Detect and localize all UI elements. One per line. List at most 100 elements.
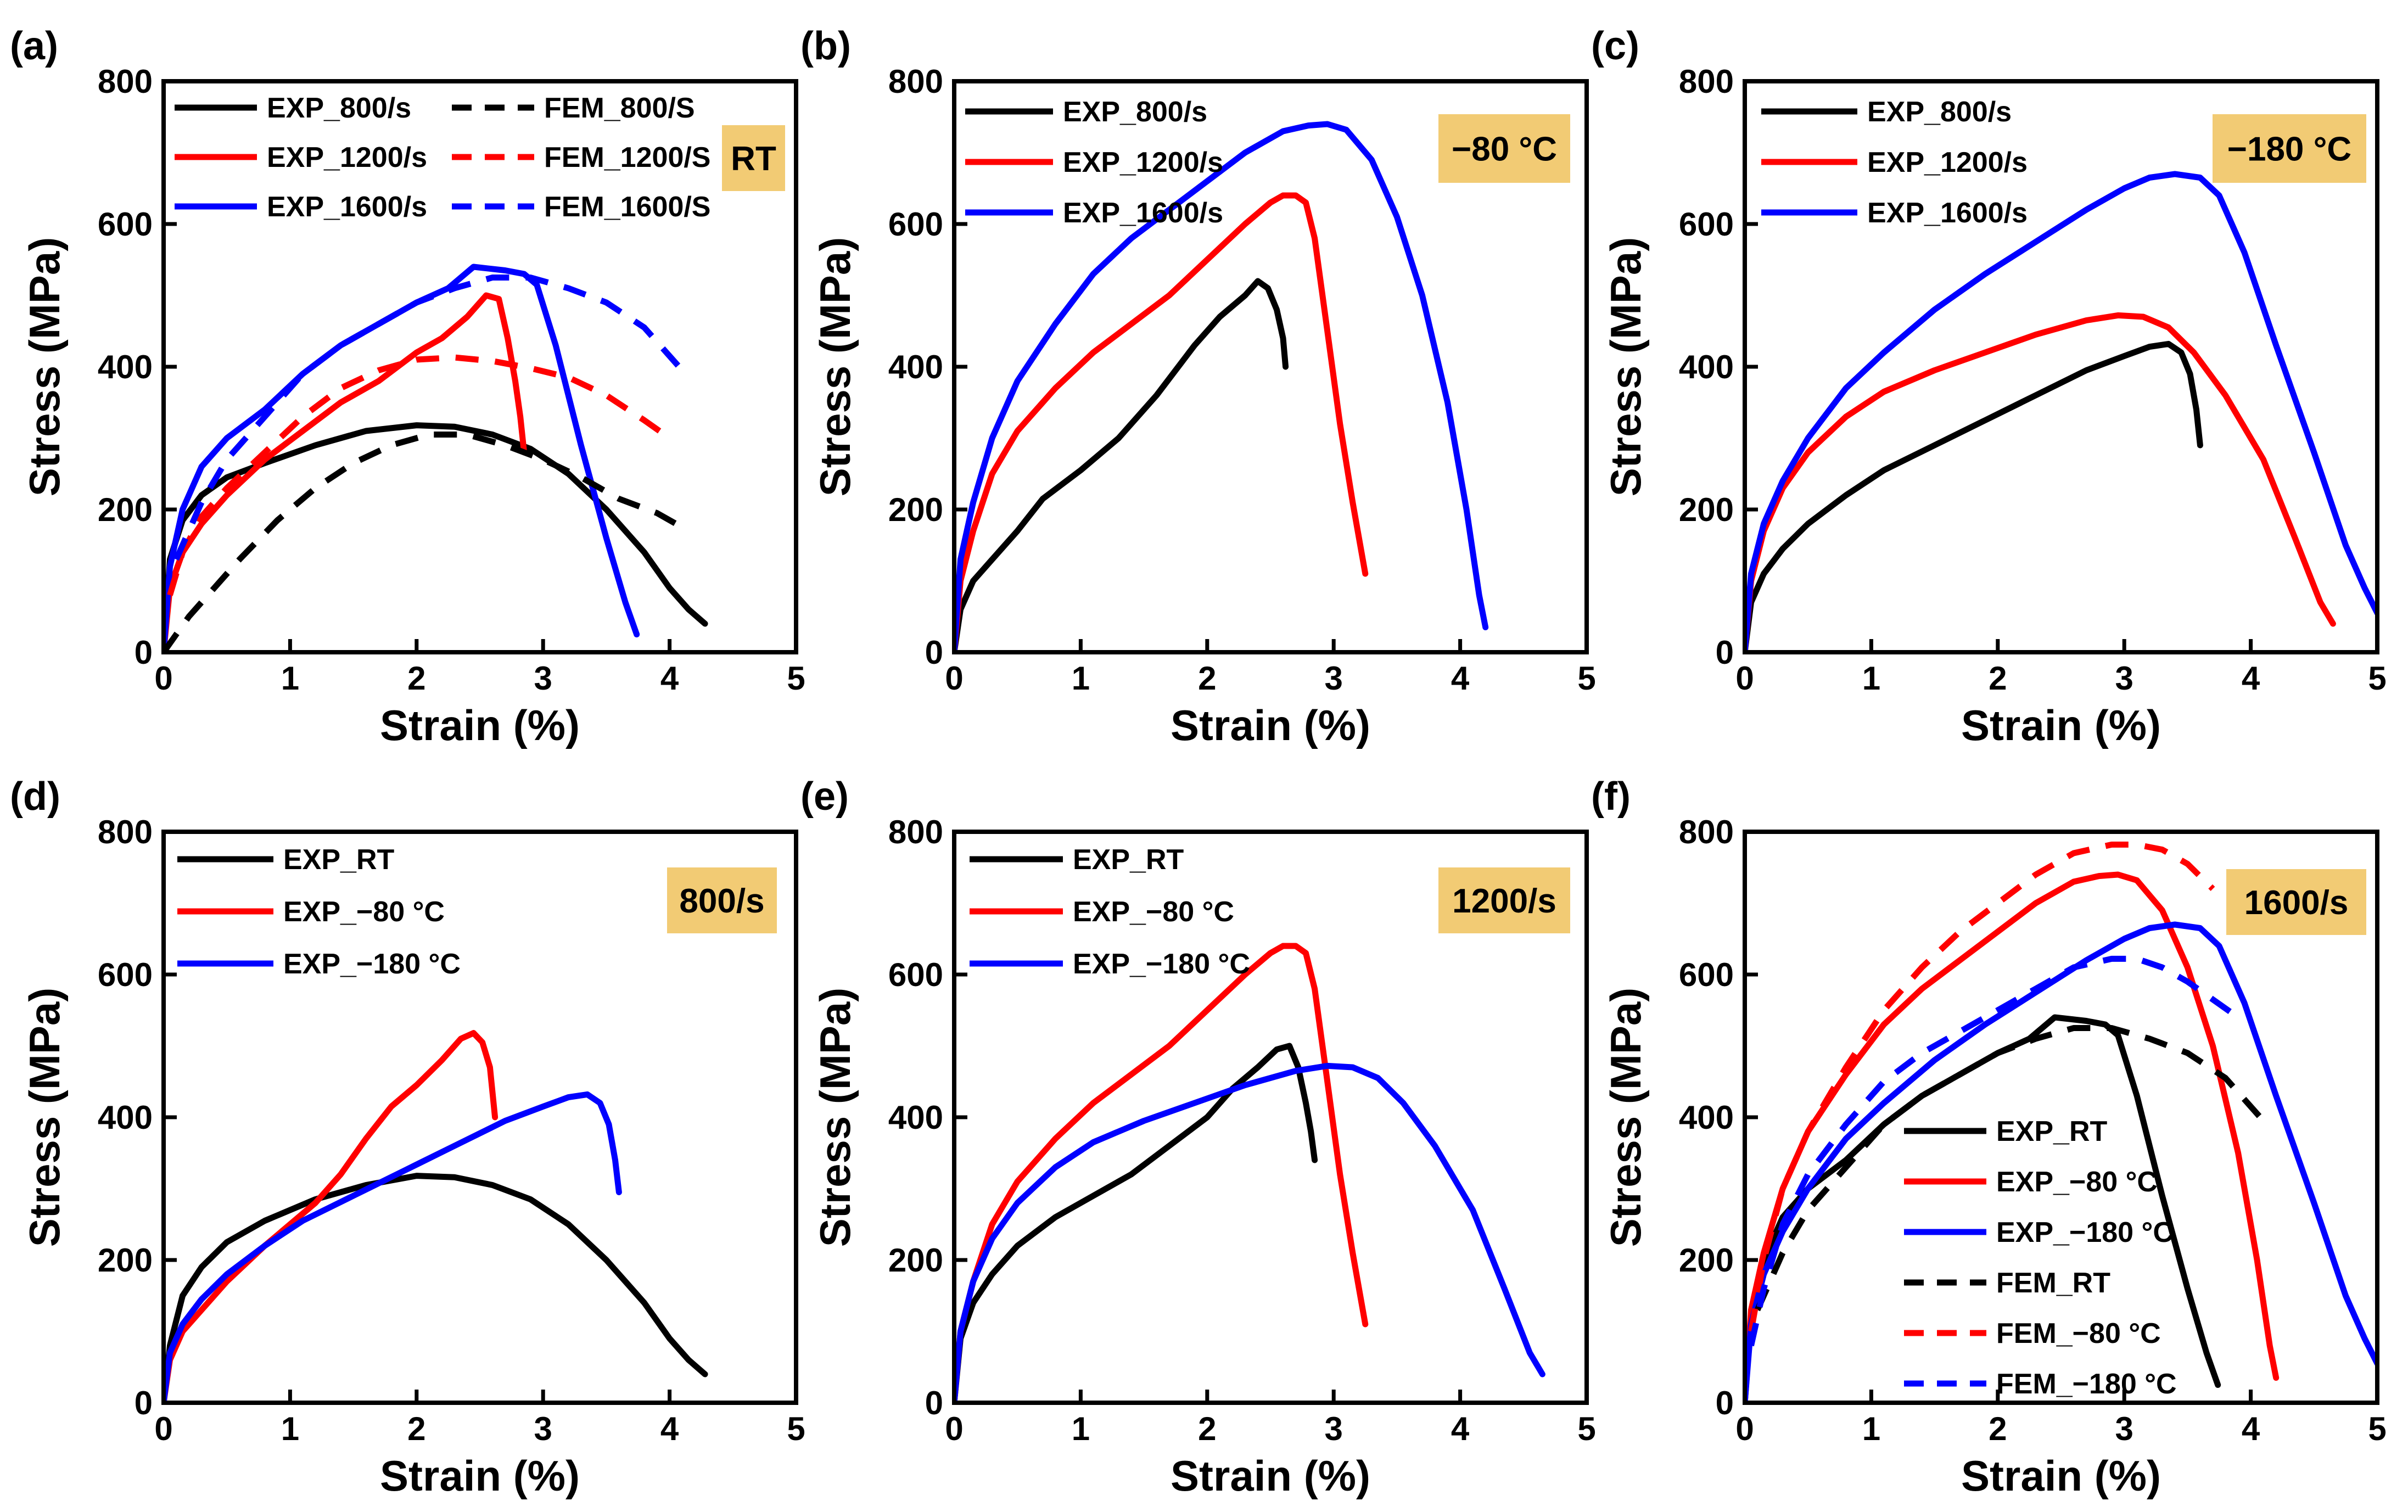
condition-tag-label: −80 °C xyxy=(1452,131,1557,169)
y-tick-label: 800 xyxy=(1679,63,1734,100)
series-line-exp-rt xyxy=(954,1043,1318,1403)
condition-tag xyxy=(1438,114,1570,183)
legend-entry: EXP_1600/s xyxy=(267,191,427,223)
y-tick-label: 0 xyxy=(1716,634,1734,671)
legend-entry: EXP_−180 °C xyxy=(1996,1217,2174,1248)
series-line-exp-800-s xyxy=(1745,340,2203,652)
panel-label: (a) xyxy=(10,24,58,68)
condition-tag xyxy=(1438,867,1570,933)
y-tick-label: 800 xyxy=(888,814,943,850)
x-tick-label: 5 xyxy=(2368,660,2386,697)
x-tick-label: 1 xyxy=(1862,660,1880,697)
y-tick-label: 0 xyxy=(1716,1385,1734,1421)
legend: EXP_RT EXP_−80 °C EXP_−180 °C xyxy=(970,844,1250,980)
x-tick-label: 1 xyxy=(1072,1410,1090,1447)
series-line-exp-80-c xyxy=(164,1030,499,1403)
y-tick-label: 400 xyxy=(98,349,153,385)
series-line-fem-80-c xyxy=(1748,841,2215,1332)
legend-entry: FEM_1600/S xyxy=(544,191,711,223)
y-tick-label: 200 xyxy=(1679,491,1734,528)
x-tick-label: 4 xyxy=(1451,1410,1470,1447)
series-line-fem-800-s xyxy=(164,432,684,652)
series-line-exp-800-s xyxy=(954,278,1289,652)
x-tick-label: 2 xyxy=(407,660,425,697)
x-tick-label: 3 xyxy=(2115,660,2133,697)
panel-label: (f) xyxy=(1591,775,1631,819)
y-tick-label: 400 xyxy=(1679,349,1734,385)
x-tick-label: 4 xyxy=(660,660,679,697)
x-tick-label: 3 xyxy=(2115,1410,2133,1447)
series-line-exp-800-s xyxy=(164,422,708,652)
legend-entry: EXP_1600/s xyxy=(1867,197,2028,229)
y-tick-label: 600 xyxy=(888,206,943,243)
condition-tag xyxy=(667,867,777,933)
series-line-fem-1600-s xyxy=(173,275,685,561)
legend: EXP_800/s EXP_1200/s EXP_1600/s FEM_800/S FE… xyxy=(175,92,711,223)
legend-entry: EXP_−80 °C xyxy=(1073,896,1234,928)
x-tick-label: 1 xyxy=(1862,1410,1880,1447)
series-line-exp-1200-s xyxy=(954,192,1369,652)
x-tick-label: 2 xyxy=(1989,1410,2007,1447)
legend-entry: EXP_1200/s xyxy=(1063,147,1223,178)
series-line-exp-180-c xyxy=(164,1091,622,1403)
panel-label: (e) xyxy=(800,775,849,819)
condition-tag-label: RT xyxy=(731,140,776,178)
panel-c: (c) 0 1 2 3 4 5 0 200 400 600 800 Strain (%) Stress (… xyxy=(1591,24,2387,749)
y-tick-label: 0 xyxy=(925,634,943,671)
x-tick-label: 1 xyxy=(281,660,299,697)
panel-d: (d) 0 1 2 3 4 5 0 200 400 600 800 Strain (%) Stress (… xyxy=(10,775,805,1500)
legend-entry: EXP_800/s xyxy=(267,92,411,124)
y-tick-label: 600 xyxy=(98,956,153,993)
y-tick-label: 200 xyxy=(888,1242,943,1279)
condition-tag-label: 800/s xyxy=(679,882,764,920)
legend-entry: EXP_RT xyxy=(283,844,395,876)
series-line-exp-180-c xyxy=(1745,921,2377,1403)
y-tick-label: 200 xyxy=(1679,1242,1734,1279)
panel-label: (d) xyxy=(10,775,60,819)
x-axis-label: Strain (%) xyxy=(1171,1452,1370,1500)
x-tick-label: 2 xyxy=(407,1410,425,1447)
series-line-exp-rt xyxy=(164,1173,708,1403)
panel-e: (e) 0 1 2 3 4 5 0 200 400 600 800 Strain (%) Stress (… xyxy=(800,775,1596,1500)
y-tick-label: 200 xyxy=(98,491,153,528)
y-axis-label: Stress (MPa) xyxy=(811,237,859,497)
y-axis-label: Stress (MPa) xyxy=(1601,988,1650,1247)
legend-entry: FEM_−80 °C xyxy=(1996,1318,2161,1349)
y-axis-label: Stress (MPa) xyxy=(20,237,69,497)
legend-entry: EXP_−180 °C xyxy=(283,948,461,980)
x-tick-label: 5 xyxy=(787,1410,805,1447)
legend-entry: EXP_800/s xyxy=(1867,96,2012,128)
y-tick-label: 0 xyxy=(925,1385,943,1421)
x-tick-label: 3 xyxy=(534,1410,552,1447)
y-tick-label: 200 xyxy=(98,1242,153,1279)
y-tick-label: 600 xyxy=(98,206,153,243)
x-tick-label: 4 xyxy=(2242,660,2260,697)
y-axis-label: Stress (MPa) xyxy=(20,988,69,1247)
x-axis-label: Strain (%) xyxy=(380,1452,580,1500)
legend-entry: EXP_RT xyxy=(1073,844,1184,876)
x-tick-label: 3 xyxy=(534,660,552,697)
x-tick-label: 0 xyxy=(1735,660,1754,697)
condition-tag-label: −180 °C xyxy=(2227,131,2351,169)
x-tick-label: 3 xyxy=(1325,1410,1343,1447)
x-tick-label: 4 xyxy=(2242,1410,2260,1447)
y-tick-label: 600 xyxy=(888,956,943,993)
condition-tag-label: 1200/s xyxy=(1452,882,1556,920)
x-tick-label: 0 xyxy=(154,660,172,697)
y-tick-label: 800 xyxy=(888,63,943,100)
x-tick-label: 0 xyxy=(154,1410,172,1447)
x-tick-label: 1 xyxy=(281,1410,299,1447)
legend: EXP_RT EXP_−80 °C EXP_−180 °C xyxy=(177,844,461,980)
y-tick-label: 600 xyxy=(1679,206,1734,243)
y-tick-label: 800 xyxy=(1679,814,1734,850)
panel-label: (c) xyxy=(1591,24,1639,68)
x-axis-label: Strain (%) xyxy=(380,701,580,749)
legend: EXP_RT EXP_−80 °C EXP_−180 °C FEM_RT FEM_−80… xyxy=(1904,1116,2177,1400)
y-tick-label: 800 xyxy=(98,814,153,850)
series-line-exp-180-c xyxy=(954,1062,1545,1403)
panel-a: (a) 0 1 2 3 4 5 0 200 400 600 800 Strain (%) Stress (… xyxy=(10,24,805,749)
x-tick-label: 2 xyxy=(1198,1410,1216,1447)
x-tick-label: 2 xyxy=(1198,660,1216,697)
legend: EXP_800/s EXP_1200/s EXP_1600/s xyxy=(965,96,1223,229)
